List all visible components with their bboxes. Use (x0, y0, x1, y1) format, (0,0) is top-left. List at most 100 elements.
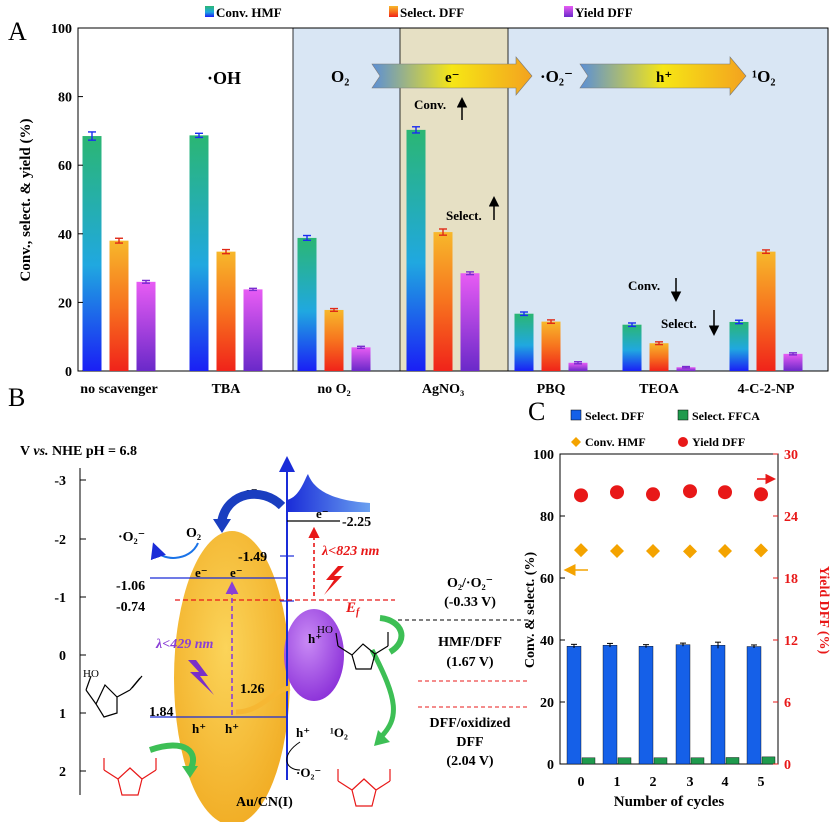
ref-hmf-label: HMF/DFF (438, 635, 502, 650)
x-tick-label: 3 (687, 775, 694, 790)
panel-a: A 0 20 40 60 80 100 no scavenger TBA no O₂ AgNO₃… (8, 5, 829, 397)
bar-0-0 (82, 136, 102, 371)
bar-0-1 (189, 135, 209, 371)
point-yield-dff (754, 487, 768, 502)
point-conv-hmf (610, 544, 624, 559)
bar-1-2 (324, 309, 344, 371)
point-yield-dff (683, 484, 697, 499)
y-tick-label: 20 (540, 696, 554, 711)
bar-0-4 (514, 313, 534, 371)
legend-swatch-yield (564, 6, 573, 17)
y-tick-label: 80 (58, 91, 72, 106)
bar-0-2 (297, 237, 317, 371)
hole-label: h⁺ (308, 631, 322, 646)
conv-decrease-label: Conv. (628, 278, 660, 293)
y-tick-label: 40 (58, 228, 72, 243)
superoxide-label: ·O₂⁻ (118, 530, 145, 545)
point-yield-dff (574, 488, 588, 503)
point-conv-hmf (754, 543, 768, 558)
bar-1-1 (216, 251, 236, 371)
oxidized-dff-molecule-icon (337, 769, 391, 807)
y-tick-label: 20 (58, 296, 72, 311)
y-tick-label: 60 (58, 159, 72, 174)
level-label-1-49: -1.49 (238, 550, 267, 565)
arrow-head (182, 766, 198, 778)
bar-select-dff (602, 645, 618, 765)
bar-2-1 (243, 289, 263, 371)
bar-select-ffca (617, 757, 632, 765)
bar-1-4 (541, 321, 561, 371)
x-tick-label: no scavenger (80, 382, 157, 397)
legend-swatch-select-ffca (677, 409, 689, 421)
hole-transfer-arrow (235, 685, 291, 715)
y-axis-right-label: Yield DFF (%) (816, 566, 831, 655)
level-label-0-74: -0.74 (116, 600, 145, 615)
hydroxyl-label: HO (317, 624, 333, 636)
legend-conv: Conv. HMF (216, 5, 282, 20)
y-right-tick-label: 6 (784, 696, 791, 711)
bar-0-5 (622, 324, 642, 371)
hole-arrow (579, 56, 747, 96)
lambda-823-label: λ<823 nm (321, 544, 379, 559)
bar-2-5 (676, 367, 696, 371)
hole-label: h⁺ (656, 70, 672, 86)
y-tick-label: 100 (533, 448, 554, 463)
ref-o2-value: (-0.33 V) (444, 595, 496, 610)
bar-2-3 (460, 273, 480, 371)
x-tick-label: TBA (212, 382, 242, 397)
bar-1-5 (649, 343, 669, 371)
y-right-tick-label: 30 (784, 448, 798, 463)
y-right-tick-label: 0 (784, 758, 791, 773)
y-tick-label: 0 (547, 758, 554, 773)
bar-select-ffca (653, 757, 668, 765)
select-decrease-label: Select. (661, 316, 697, 331)
point-yield-dff (610, 485, 624, 500)
electron-label: e⁻ (445, 70, 460, 86)
legend-yield: Yield DFF (575, 5, 633, 20)
au-particle (284, 609, 344, 701)
bar-0-3 (406, 129, 426, 371)
y-tick-label: 40 (540, 634, 554, 649)
x-tick-label: 4 (722, 775, 729, 790)
x-tick-label: 5 (758, 775, 765, 790)
legend-swatch-select-dff (570, 409, 582, 421)
y-right-tick-label: 18 (784, 572, 798, 587)
y-tick-label: 100 (51, 22, 72, 37)
panel-b-label: B (8, 383, 25, 412)
x-tick-label: 4-C-2-NP (738, 382, 795, 397)
bar-2-4 (568, 362, 588, 371)
electron-transfer-arrow (217, 489, 286, 522)
point-conv-hmf (718, 544, 732, 559)
legend-conv-hmf: Conv. HMF (585, 435, 646, 449)
x-axis: 0 1 2 3 4 5 (578, 775, 765, 790)
bar-1-3 (433, 232, 453, 371)
plasmon-peak (287, 474, 370, 512)
x-axis: no scavenger TBA no O₂ AgNO₃ PBQ TEOA 4-C-2-NP (80, 382, 795, 397)
point-yield-dff (646, 487, 660, 502)
hole-label: h⁺ (296, 725, 310, 740)
bar-1-6 (756, 251, 776, 371)
level-label-1-84: 1.84 (149, 705, 174, 720)
y-tick-label: 0 (65, 365, 72, 380)
legend-select-dff: Select. DFF (585, 409, 644, 423)
bar-1-0 (109, 240, 129, 371)
arrow-head (374, 730, 390, 746)
bar-select-ffca (581, 757, 596, 765)
ref-dff-value: (2.04 V) (446, 754, 494, 769)
plot-frame (559, 453, 779, 765)
bar-2-0 (136, 281, 156, 371)
y-axis-right: 0 6 12 18 24 30 (773, 448, 798, 773)
x-tick-label: no O₂ (317, 382, 350, 397)
au-level-label: -2.25 (342, 515, 371, 530)
o2-label: O₂ (186, 526, 201, 541)
x-axis-label: Number of cycles (614, 794, 725, 810)
oxidation-arrow (149, 742, 196, 772)
lightning-icon (188, 660, 214, 695)
point-conv-hmf (574, 543, 588, 558)
superoxide-label: ·O₂⁻ (540, 67, 573, 86)
hydroxyl-label: HO (83, 668, 99, 680)
bar-select-dff (675, 644, 691, 765)
lightning-icon (324, 566, 344, 595)
